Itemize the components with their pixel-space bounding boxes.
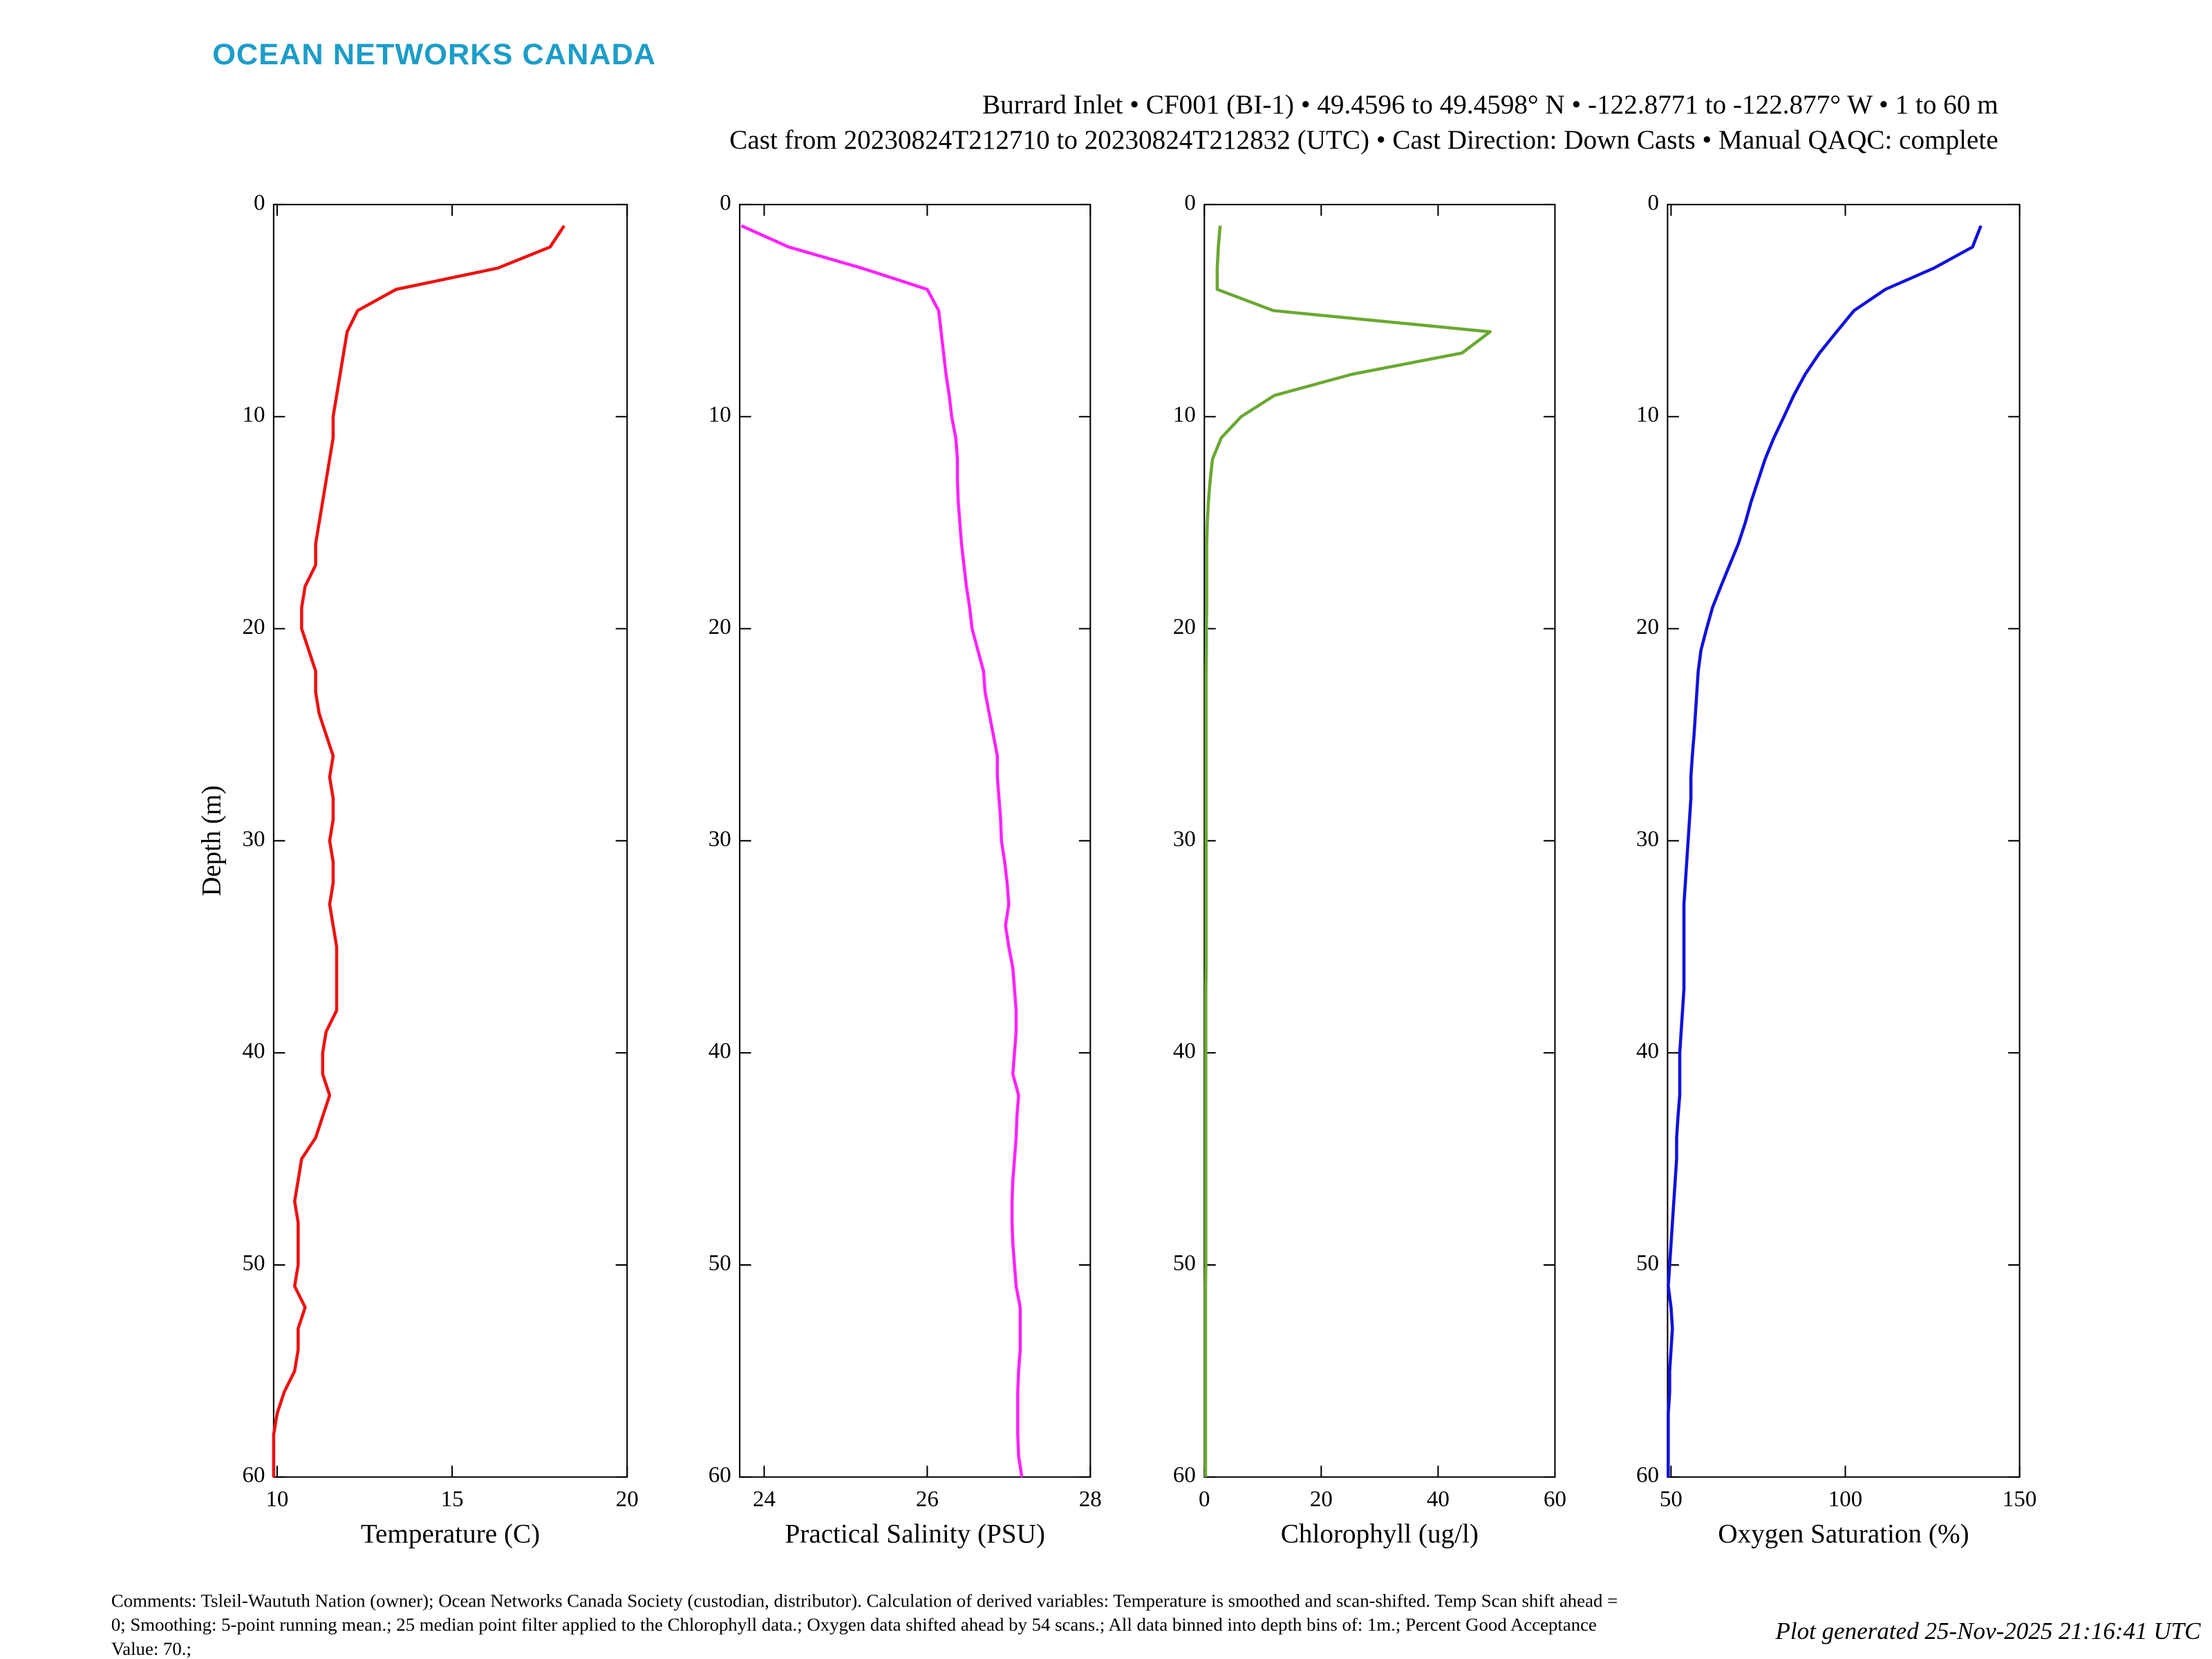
x-tick-label: 26: [916, 1487, 939, 1512]
comments: Comments: Tsleil-Waututh Nation (owner);…: [111, 1590, 1618, 1659]
comments-box: Comments: Tsleil-Waututh Nation (owner);…: [111, 1590, 1618, 1659]
y-tick-label: 50: [1173, 1251, 1196, 1276]
x-tick-label: 60: [1544, 1487, 1566, 1512]
title: Burrard Inlet • CF001 (BI-1) • 49.4596 t…: [982, 90, 1998, 120]
y-tick-label: 30: [1173, 827, 1196, 852]
profile-line: [1667, 225, 1983, 1477]
y-tick-label: 0: [1648, 191, 1659, 216]
y-tick-label: 50: [1636, 1251, 1659, 1276]
y-tick-label: 60: [1636, 1463, 1659, 1488]
y-tick-label: 10: [709, 402, 731, 427]
x-tick-label: 15: [441, 1487, 464, 1512]
y-tick-label: 60: [709, 1463, 731, 1488]
y-tick-label: 20: [1173, 615, 1196, 639]
y-tick-label: 10: [243, 402, 265, 427]
x-tick-label: 20: [616, 1487, 639, 1512]
x-axis-label: Temperature (C): [361, 1519, 540, 1549]
axes-box: [1667, 203, 2021, 1478]
y-tick-label: 20: [709, 615, 731, 639]
x-tick-label: 50: [1660, 1487, 1683, 1512]
y-tick-label: 20: [243, 615, 265, 639]
y-tick-label: 40: [1173, 1039, 1196, 1064]
y-tick-label: 10: [1636, 402, 1659, 427]
x-tick-label: 10: [265, 1487, 288, 1512]
axes-box: [272, 203, 628, 1478]
axes-box: [1203, 203, 1556, 1478]
x-tick-label: 150: [2003, 1487, 2036, 1512]
generated: Plot generated 25-Nov-2025 21:16:41 UTC: [1774, 1618, 2201, 1644]
y-axis-label: Depth (m): [196, 785, 226, 896]
y-tick-label: 10: [1173, 402, 1196, 427]
y-tick-label: 40: [243, 1039, 265, 1064]
axes-box: [739, 203, 1091, 1478]
x-tick-label: 28: [1079, 1487, 1102, 1512]
x-axis-label: Practical Salinity (PSU): [785, 1519, 1045, 1549]
x-tick-label: 20: [1310, 1487, 1333, 1512]
y-tick-label: 40: [1636, 1039, 1659, 1064]
x-tick-label: 100: [1828, 1487, 1862, 1512]
x-tick-label: 24: [753, 1487, 776, 1512]
y-tick-label: 50: [243, 1251, 265, 1276]
logo: OCEAN NETWORKS CANADA: [212, 38, 656, 71]
y-tick-label: 30: [709, 827, 731, 852]
y-tick-label: 30: [243, 827, 265, 852]
x-tick-label: 40: [1427, 1487, 1450, 1512]
y-tick-label: 0: [1184, 191, 1195, 216]
y-tick-label: 60: [243, 1463, 265, 1488]
profile-line: [740, 224, 1024, 1478]
y-tick-label: 0: [254, 191, 265, 216]
y-tick-label: 30: [1636, 827, 1659, 852]
profile-line: [1203, 225, 1492, 1477]
profile-line: [272, 225, 565, 1477]
y-tick-label: 0: [720, 191, 731, 216]
y-tick-label: 50: [709, 1251, 731, 1276]
y-tick-label: 20: [1636, 615, 1659, 639]
x-axis-label: Oxygen Saturation (%): [1718, 1519, 1969, 1549]
x-axis-label: Chlorophyll (ug/l): [1281, 1519, 1479, 1549]
y-tick-label: 40: [709, 1039, 731, 1064]
x-tick-label: 0: [1199, 1487, 1210, 1512]
subtitle: Cast from 20230824T212710 to 20230824T21…: [729, 125, 1998, 155]
y-tick-label: 60: [1173, 1463, 1196, 1488]
